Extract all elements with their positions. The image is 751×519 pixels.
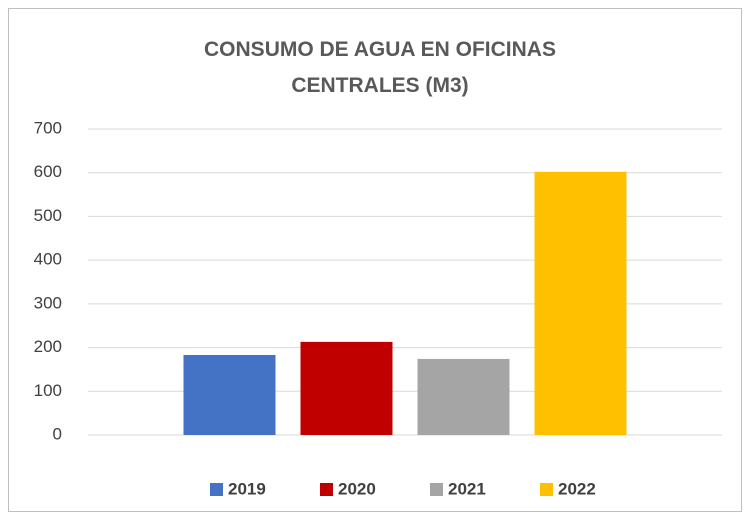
- legend-swatch: [540, 483, 553, 496]
- bar: [183, 355, 276, 435]
- legend-label: 2022: [558, 479, 596, 498]
- y-tick-label: 100: [34, 381, 62, 400]
- y-tick-label: 200: [34, 337, 62, 356]
- legend-swatch: [320, 483, 333, 496]
- chart-border: [8, 8, 742, 512]
- legend-label: 2021: [448, 479, 486, 498]
- y-tick-label: 400: [34, 250, 62, 269]
- y-tick-label: 500: [34, 206, 62, 225]
- bar: [417, 358, 510, 435]
- legend-label: 2019: [228, 479, 266, 498]
- chart-title: CONSUMO DE AGUA EN OFICINAS CENTRALES (M…: [204, 38, 556, 97]
- bar: [300, 341, 393, 435]
- y-tick-label: 300: [34, 293, 62, 312]
- y-tick-label: 0: [53, 424, 62, 443]
- y-tick-label: 700: [34, 118, 62, 137]
- legend-swatch: [430, 483, 443, 496]
- bar: [534, 171, 627, 435]
- y-tick-label: 600: [34, 162, 62, 181]
- legend-swatch: [210, 483, 223, 496]
- legend-label: 2020: [338, 479, 376, 498]
